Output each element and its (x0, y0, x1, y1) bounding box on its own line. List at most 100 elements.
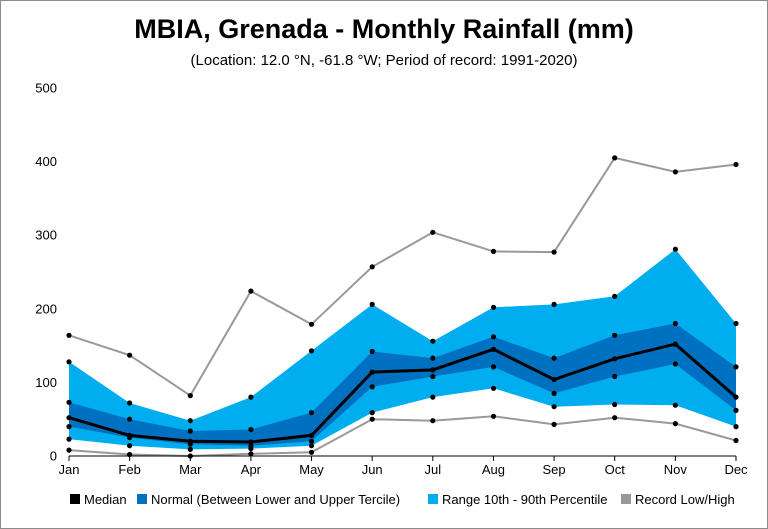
record_high-point (612, 155, 618, 161)
p10-point (187, 446, 193, 452)
median-point (612, 356, 618, 362)
legend-label: Normal (Between Lower and Upper Tercile) (151, 492, 400, 507)
p90-point (672, 246, 679, 252)
record_high-point (308, 321, 315, 327)
record-high-line (68, 156, 737, 398)
legend-label: Median (84, 492, 127, 507)
median-point (672, 341, 679, 347)
y-tick-label: 100 (35, 375, 57, 390)
record_high-point (551, 249, 557, 255)
legend: Median Normal (Between Lower and Upper Te… (70, 492, 735, 507)
x-tick-label: Feb (118, 462, 140, 477)
p90-point (369, 301, 375, 307)
legend-swatch (621, 494, 631, 504)
axes-layer: 0 100 200 300 400 500 Jan Feb Mar Apr May Jun Jul Aug… (35, 81, 748, 478)
record_high-point (490, 248, 497, 254)
chart-subtitle: (Location: 12.0 °N, -61.8 °W; Period of … (190, 52, 578, 69)
record_low-point (612, 415, 618, 421)
p10-point (369, 410, 375, 416)
legend-swatch (428, 494, 438, 504)
median-point (430, 367, 436, 373)
upper_tercile-point (490, 334, 497, 340)
legend-swatch (70, 494, 80, 504)
record_high-point (66, 332, 72, 338)
median-point (187, 438, 193, 444)
median-point (248, 439, 254, 445)
lower_tercile-point (430, 373, 436, 380)
record_low-point (490, 413, 497, 419)
lower_tercile-point (369, 384, 375, 390)
upper_tercile-point (127, 416, 133, 422)
p90-point (66, 359, 72, 365)
upper_tercile-point (551, 355, 557, 361)
upper_tercile-point (369, 348, 375, 355)
p90-point (612, 293, 618, 299)
p90-point (430, 338, 436, 344)
upper_tercile-point (308, 410, 315, 416)
p10-point (733, 424, 739, 430)
record_high-point (733, 161, 739, 168)
median-point (308, 432, 315, 438)
median-point (733, 394, 739, 400)
p90-point (308, 348, 315, 354)
x-tick-label: Nov (664, 462, 688, 477)
band-layer (69, 249, 736, 450)
y-tick-label: 300 (35, 228, 57, 243)
record_high-point (430, 229, 436, 235)
x-tick-label: Dec (724, 462, 748, 477)
upper_tercile-point (66, 399, 72, 405)
upper_tercile-point (733, 364, 739, 370)
lower_tercile-point (551, 390, 557, 396)
legend-swatch (137, 494, 147, 504)
median-point (369, 369, 375, 375)
upper_tercile-point (672, 320, 679, 327)
p90-point (733, 320, 739, 327)
legend-label: Range 10th - 90th Percentile (442, 492, 608, 507)
upper_tercile-point (612, 332, 618, 338)
p90-point (551, 301, 557, 307)
y-tick-label: 0 (50, 449, 57, 464)
median-point (127, 432, 133, 438)
upper_tercile-point (187, 428, 193, 434)
median-point (551, 376, 557, 383)
p10-point (308, 443, 315, 449)
lower_tercile-point (308, 438, 315, 444)
x-tick-label: Mar (179, 462, 202, 477)
record_high-point (672, 169, 679, 175)
record_low-point (308, 449, 315, 455)
p10-point (430, 394, 436, 400)
chart-title: MBIA, Grenada - Monthly Rainfall (mm) (134, 14, 634, 44)
p90-point (187, 418, 193, 424)
percentile-band (69, 249, 736, 450)
y-tick-label: 200 (35, 301, 57, 316)
y-tick-label: 500 (35, 81, 57, 96)
p90-point (248, 394, 254, 400)
upper_tercile-point (430, 355, 436, 361)
tercile-band (69, 323, 736, 446)
x-tick-label: Aug (482, 462, 505, 477)
p90-point (490, 304, 497, 310)
lower_tercile-point (612, 373, 618, 380)
p10-point (672, 402, 679, 408)
legend-label: Record Low/High (635, 492, 735, 507)
record_low-point (369, 416, 375, 422)
point-layer (66, 155, 739, 459)
p10-point (490, 385, 497, 391)
lower_tercile-point (248, 443, 254, 449)
x-tick-label: Sep (543, 462, 566, 477)
median-point (66, 415, 72, 421)
x-tick-label: Jun (362, 462, 383, 477)
record_low-point (672, 421, 679, 427)
p10-point (66, 436, 72, 442)
x-tick-label: Jul (425, 462, 442, 477)
record_low-point (733, 437, 739, 444)
upper_tercile-point (248, 426, 254, 433)
p10-point (127, 443, 133, 449)
record_high-point (248, 288, 254, 294)
record_low-point (66, 447, 72, 453)
x-tick-label: Oct (605, 462, 626, 477)
lower_tercile-point (490, 364, 497, 370)
lower_tercile-point (733, 407, 739, 413)
record_low-point (248, 451, 254, 457)
p10-point (612, 401, 618, 408)
